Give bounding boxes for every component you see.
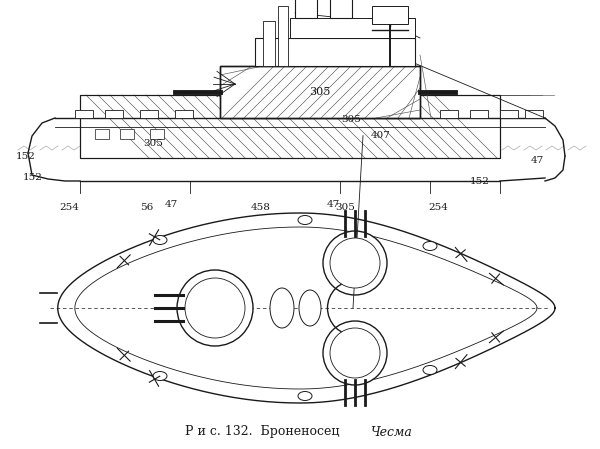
Ellipse shape <box>423 365 437 374</box>
Ellipse shape <box>153 371 167 380</box>
Text: 254: 254 <box>59 203 79 212</box>
Circle shape <box>177 270 253 346</box>
Bar <box>500 110 518 118</box>
Text: 305: 305 <box>310 87 331 97</box>
Text: 407: 407 <box>371 131 391 140</box>
Bar <box>290 18 415 38</box>
Text: 56: 56 <box>140 203 154 212</box>
Ellipse shape <box>153 235 167 245</box>
Bar <box>95 129 109 139</box>
Bar <box>220 66 420 118</box>
Bar <box>278 6 288 66</box>
Bar <box>175 110 193 118</box>
Bar <box>470 110 488 118</box>
Bar <box>263 21 275 66</box>
Bar <box>140 110 158 118</box>
Circle shape <box>323 231 387 295</box>
Bar <box>330 0 352 18</box>
Bar <box>80 95 500 158</box>
Circle shape <box>330 328 380 378</box>
Text: 305: 305 <box>335 203 355 212</box>
Circle shape <box>323 321 387 385</box>
Text: 305: 305 <box>341 115 361 124</box>
Bar <box>255 38 415 66</box>
Text: 305: 305 <box>143 139 163 148</box>
Ellipse shape <box>298 392 312 401</box>
Bar <box>75 110 93 118</box>
Text: 47: 47 <box>326 200 340 209</box>
Bar <box>525 110 543 118</box>
Circle shape <box>185 278 245 338</box>
Bar <box>220 66 420 118</box>
Ellipse shape <box>270 288 294 328</box>
Circle shape <box>330 238 380 288</box>
Ellipse shape <box>298 216 312 224</box>
Text: 152: 152 <box>470 177 490 186</box>
Bar <box>80 95 500 158</box>
Bar <box>372 6 408 24</box>
Bar <box>105 110 123 118</box>
Bar <box>120 129 134 139</box>
Text: Чесма: Чесма <box>370 426 412 439</box>
Text: 152: 152 <box>16 152 36 161</box>
Bar <box>440 110 458 118</box>
Text: 152: 152 <box>23 173 43 182</box>
Text: 47: 47 <box>164 200 178 209</box>
Bar <box>295 0 317 18</box>
Ellipse shape <box>299 290 321 326</box>
Text: 458: 458 <box>251 203 271 212</box>
Bar <box>150 129 164 139</box>
Ellipse shape <box>423 242 437 251</box>
Text: Р и с. 132.  Броненосец: Р и с. 132. Броненосец <box>185 426 347 439</box>
Text: 47: 47 <box>530 156 544 165</box>
Text: 254: 254 <box>428 203 448 212</box>
